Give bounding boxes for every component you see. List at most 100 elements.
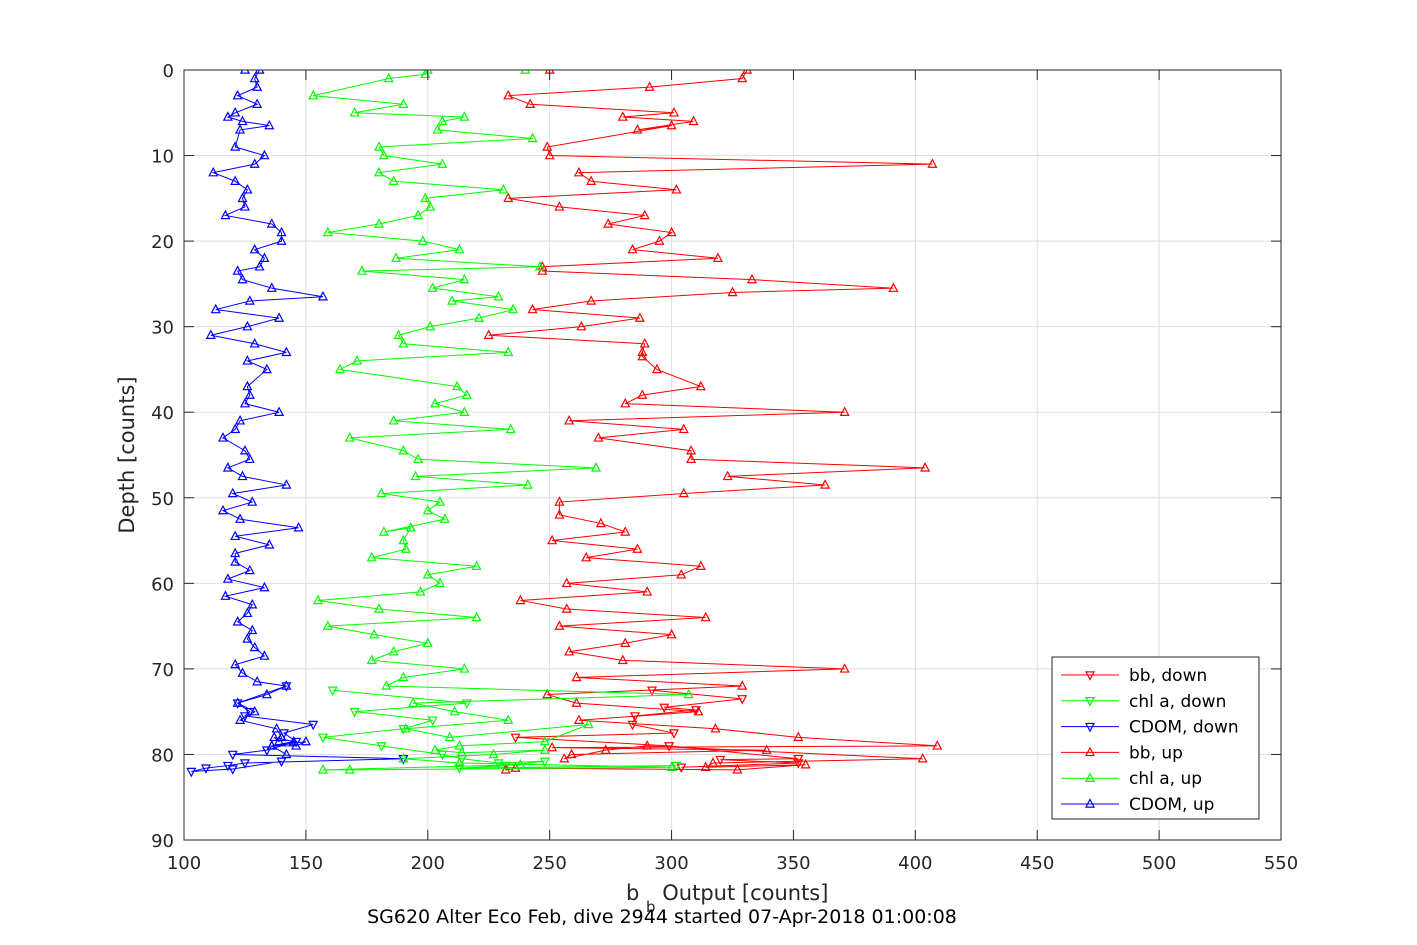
x-tick-label: 400 [898,853,932,874]
data-point [222,573,233,583]
data-point [259,149,270,160]
data-point [693,705,704,716]
data-point [695,560,706,570]
data-point [498,183,509,194]
data-point [707,757,719,767]
legend-label: bb, up [1129,743,1183,763]
x-tick-label: 100 [167,853,201,874]
data-point [542,141,553,151]
data-point [308,720,319,731]
data-point [700,761,711,772]
data-point [671,183,682,194]
data-point [247,598,258,609]
data-point [668,106,680,117]
data-point [522,479,533,489]
y-axis-label: Depth [counts] [115,376,139,533]
data-point [671,761,682,772]
data-point [595,517,606,528]
data-point [678,423,689,434]
data-point [352,355,363,365]
data-point [493,290,504,301]
data-point [454,740,465,750]
data-point [700,611,711,622]
data-point [727,286,738,297]
data-point [544,149,555,160]
legend-label: chl a, up [1129,769,1202,789]
data-point [573,166,584,177]
data-point [554,620,565,630]
data-point [503,89,514,100]
data-point [590,462,602,472]
data-point [239,397,250,408]
data-point [542,688,553,699]
data-point [515,758,526,769]
data-point [676,763,687,774]
data-point [678,487,689,498]
data-point [451,380,463,391]
data-point [666,628,677,639]
data-point [695,380,706,391]
data-point [737,680,748,690]
svg-text:b b Output [count: b b Output [counts] [626,881,828,917]
data-point [208,166,219,177]
data-point [839,663,850,673]
data-point [186,767,197,778]
data-point [554,496,565,506]
series-2 [186,682,409,778]
legend-marker [1084,722,1096,733]
data-point [520,70,531,74]
data-point [322,226,333,237]
data-point [737,72,748,83]
data-point [632,543,643,553]
data-point [644,81,655,91]
data-point [410,470,421,481]
data-point [217,504,229,515]
data-point [217,432,229,442]
data-point [632,124,643,134]
y-tick-label: 70 [151,660,174,681]
y-tick-label: 80 [151,745,174,766]
data-point [366,551,377,562]
data-point [642,586,653,596]
data-point [261,746,272,756]
data-point [586,295,597,305]
data-point [932,740,943,750]
data-point [376,742,387,752]
data-point [620,637,631,647]
y-tick-label: 0 [163,61,174,82]
data-point [230,106,241,117]
data-point [232,616,243,626]
data-point [654,235,665,245]
data-point [503,192,514,203]
legend-marker [1084,671,1096,681]
data-point [239,70,250,74]
data-point [547,741,558,752]
data-point [235,714,246,724]
data-point [637,350,648,361]
data-point [425,201,436,211]
data-point [373,603,385,613]
data-point [239,444,250,455]
data-point [239,759,250,769]
data-point [244,295,255,305]
data-point [793,759,804,769]
data-point [281,748,292,759]
data-point [415,586,426,596]
data-point [373,141,385,151]
data-point [317,764,328,774]
y-tick-label: 60 [151,574,174,595]
x-tick-label: 150 [289,853,323,874]
data-point [427,716,438,727]
data-point [378,526,389,536]
data-point [461,389,472,399]
data-point [432,124,443,134]
data-point [666,226,677,237]
data-point [249,705,260,716]
data-point [668,729,680,739]
data-point [205,329,216,339]
plot-frame [183,69,1282,841]
data-point [344,432,355,442]
data-point [437,115,448,126]
data-point [259,650,270,660]
data-point [539,757,550,768]
